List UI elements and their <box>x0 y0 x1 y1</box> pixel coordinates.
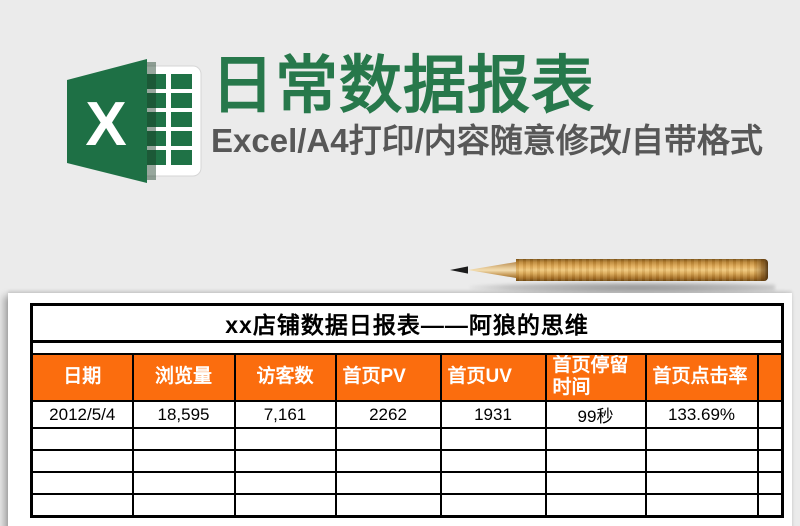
cell-stay-time: 99秒 <box>544 400 647 430</box>
report-table: xx店铺数据日报表——阿狼的思维 日期 浏览量 访客数 首页PV 首页UV 首页… <box>30 303 785 518</box>
cell-pageviews: 18,595 <box>131 400 236 430</box>
table-title: xx店铺数据日报表——阿狼的思维 <box>30 303 784 343</box>
pencil-graphite-tip <box>450 266 468 274</box>
table-title-row: xx店铺数据日报表——阿狼的思维 <box>30 303 784 343</box>
cell-home-pv: 2262 <box>334 400 442 430</box>
table-empty-row <box>30 493 784 518</box>
cell-partial <box>756 400 784 430</box>
col-header-partial <box>756 352 784 403</box>
banner-titles: 日常数据报表 Excel/A4打印/内容随意修改/自带格式 <box>211 54 763 159</box>
table-empty-row <box>30 427 784 452</box>
col-header-pageviews: 浏览量 <box>131 352 236 403</box>
col-header-click-rate: 首页点击率 <box>644 352 759 403</box>
col-header-date: 日期 <box>30 352 134 403</box>
col-header-home-pv: 首页PV <box>334 352 442 403</box>
pencil-body <box>516 259 768 281</box>
spreadsheet-page: xx店铺数据日报表——阿狼的思维 日期 浏览量 访客数 首页PV 首页UV 首页… <box>8 293 792 526</box>
col-header-visitors: 访客数 <box>233 352 337 403</box>
cell-click-rate: 133.69% <box>644 400 759 430</box>
pencil-wood-cone <box>468 262 516 278</box>
cell-home-uv: 1931 <box>439 400 547 430</box>
excel-logo-letter: X <box>85 90 126 159</box>
col-header-stay-time: 首页停留时间 <box>544 352 647 403</box>
table-row: 2012/5/4 18,595 7,161 2262 1931 99秒 133.… <box>30 400 784 430</box>
pencil-icon <box>450 259 768 281</box>
table-empty-row <box>30 449 784 474</box>
table-empty-row <box>30 471 784 496</box>
col-header-home-uv: 首页UV <box>439 352 547 403</box>
page-subtitle: Excel/A4打印/内容随意修改/自带格式 <box>211 122 763 160</box>
page-title: 日常数据报表 <box>211 51 595 121</box>
table-header-row: 日期 浏览量 访客数 首页PV 首页UV 首页停留时间 首页点击率 <box>30 352 784 403</box>
cell-visitors: 7,161 <box>233 400 337 430</box>
cell-date: 2012/5/4 <box>30 400 134 430</box>
excel-logo-svg: X <box>67 59 202 183</box>
excel-logo-icon: X <box>57 52 203 188</box>
pencil-shadow <box>470 282 775 293</box>
table-spacer-row <box>30 340 784 355</box>
